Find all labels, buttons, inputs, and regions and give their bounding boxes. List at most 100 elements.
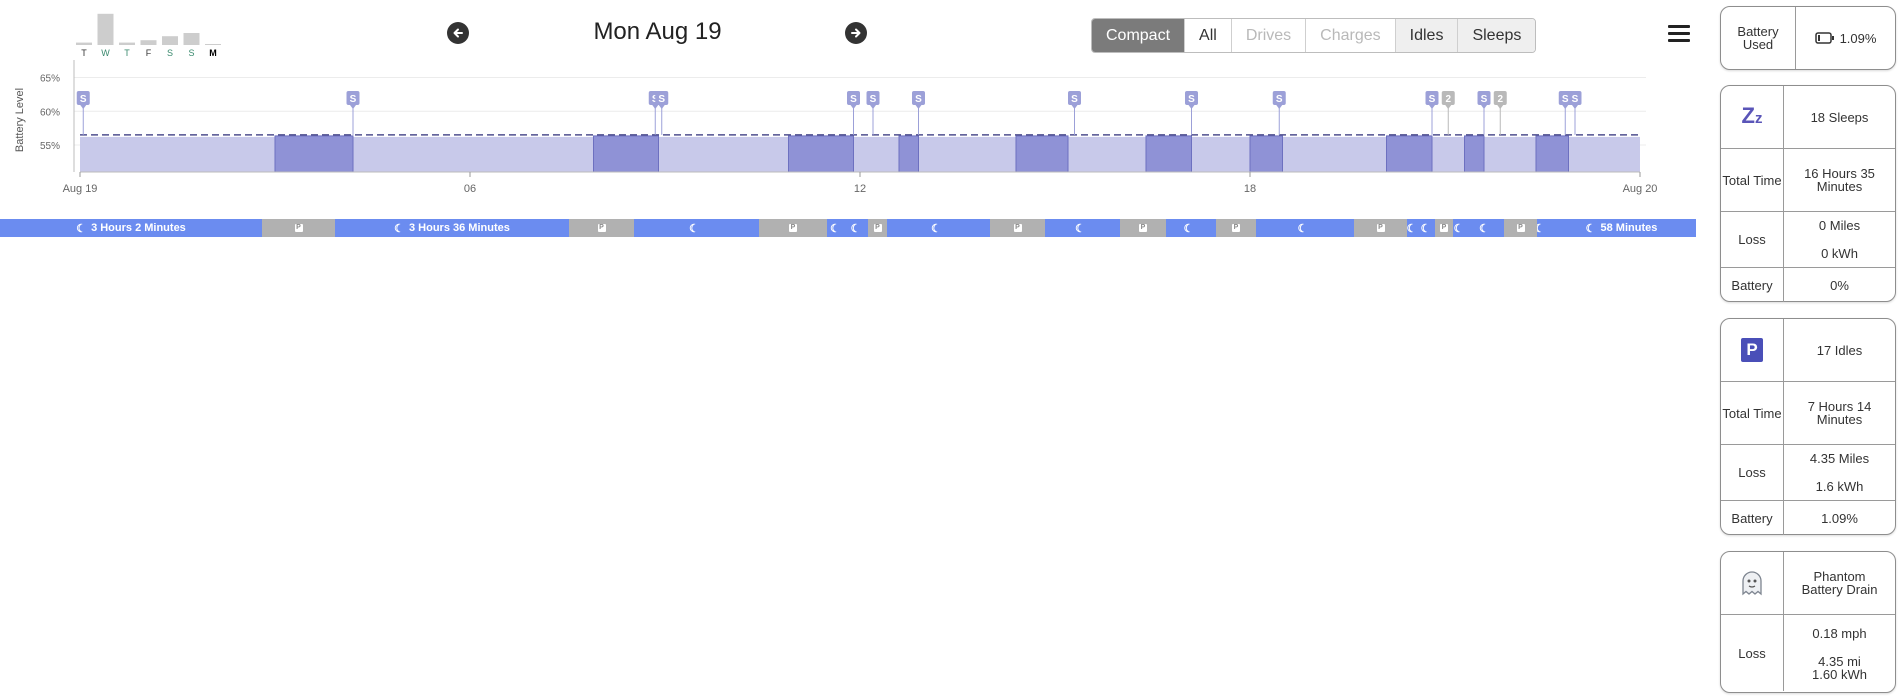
idle-segment[interactable]: P [1435, 219, 1453, 237]
sleep-segment[interactable]: ☾ [887, 219, 990, 237]
battery-used-label: Battery Used [1721, 7, 1796, 69]
week-bar-6[interactable] [205, 44, 221, 45]
sleep-marker[interactable]: S [1568, 91, 1582, 135]
week-bar-0[interactable] [76, 42, 92, 45]
idle-segment[interactable]: P [1504, 219, 1537, 237]
sleep-segment[interactable]: ☾ [827, 219, 848, 237]
moon-icon: ☾ [689, 222, 699, 235]
week-bar-1[interactable] [97, 13, 114, 46]
next-day-button[interactable] [845, 22, 867, 44]
sleep-duration-label: 58 Minutes [1600, 222, 1658, 234]
idle-segment[interactable]: P [1216, 219, 1256, 237]
sleep-period-highlight [1386, 135, 1433, 173]
parking-icon: P [1232, 224, 1240, 232]
parking-icon: P [873, 224, 882, 232]
sleep-marker[interactable]: S [1425, 91, 1439, 135]
idles-loss-miles: 4.35 Miles [1809, 451, 1870, 467]
sleep-marker[interactable]: S [1185, 91, 1198, 135]
parking-icon: P [294, 224, 303, 232]
idle-segment[interactable]: P [868, 219, 887, 237]
arrow-right-icon [851, 28, 861, 38]
parking-icon: P [1139, 224, 1147, 232]
svg-text:S: S [1276, 94, 1283, 105]
sleep-duration-label: 3 Hours 2 Minutes [91, 222, 186, 234]
battery-icon [1814, 32, 1834, 44]
sleep-segment[interactable]: ☾ [1421, 219, 1435, 237]
sleep-segment[interactable]: ☾ 3 Hours 36 Minutes [335, 219, 569, 237]
phantom-loss-label: Loss [1721, 615, 1784, 691]
idle-segment[interactable]: P [990, 219, 1045, 237]
idle-segment[interactable]: P [1354, 219, 1407, 237]
sleep-marker[interactable]: S [1477, 91, 1491, 135]
sleeps-total-time-label: Total Time [1721, 149, 1784, 211]
sleep-segment[interactable]: ☾ [1537, 219, 1547, 237]
week-bar-5[interactable] [183, 33, 200, 45]
filter-sleeps-button[interactable]: Sleeps [1458, 19, 1536, 52]
sleeps-total-time-value: 16 Hours 35 Minutes [1804, 166, 1875, 194]
week-day-label: M [209, 48, 217, 58]
sleep-marker[interactable]: S [847, 91, 860, 135]
svg-text:S: S [1188, 94, 1195, 105]
sleep-segment[interactable]: ☾ [1256, 219, 1354, 237]
sleep-marker[interactable]: S [912, 91, 925, 135]
parking-icon: P [789, 224, 797, 232]
previous-day-button[interactable] [447, 22, 469, 44]
sleep-period-highlight [1249, 135, 1283, 173]
sleep-marker[interactable]: S [866, 91, 880, 135]
filter-all-button[interactable]: All [1185, 19, 1232, 52]
sleep-segment[interactable]: ☾ [634, 219, 759, 237]
y-tick-label: 65% [40, 74, 60, 85]
battery-used-value-wrap: 1.09% [1796, 7, 1895, 69]
idles-battery-value: 1.09% [1821, 510, 1858, 526]
sleeps-battery-label: Battery [1721, 268, 1784, 302]
week-bar-3[interactable] [140, 40, 157, 45]
week-day-label: F [146, 48, 152, 58]
sleep-segment[interactable]: ☾ 58 Minutes [1547, 219, 1696, 237]
filter-idles-button[interactable]: Idles [1395, 19, 1459, 52]
sleep-segment[interactable]: ☾ [1469, 219, 1504, 237]
week-bar-2[interactable] [119, 42, 135, 45]
parking-icon: P [597, 224, 606, 232]
sleep-segment[interactable]: ☾ [1166, 219, 1216, 237]
sleep-segment[interactable]: ☾ [1045, 219, 1120, 237]
sleep-marker[interactable]: S [1068, 91, 1081, 135]
filter-drives-button[interactable]: Drives [1232, 19, 1307, 52]
sleep-period-highlight [593, 135, 659, 173]
idle-segment[interactable]: P [759, 219, 827, 237]
filter-compact-button[interactable]: Compact [1092, 19, 1186, 52]
y-axis-label: Battery Level [14, 88, 26, 152]
moon-icon: ☾ [931, 222, 941, 235]
svg-text:S: S [350, 94, 357, 105]
sleep-segment[interactable]: ☾ [1407, 219, 1421, 237]
svg-text:S: S [915, 94, 922, 105]
sleep-marker[interactable]: S [346, 91, 360, 135]
x-tick-label: Aug 19 [63, 183, 98, 195]
phantom-distance: 4.35 mi [1818, 654, 1861, 669]
battery-used-card: Battery Used 1.09% [1720, 6, 1896, 70]
phantom-drain-card: Phantom Battery Drain Loss 0.18 mph 4.35… [1720, 551, 1896, 693]
idle-count-marker[interactable]: 2 [1441, 91, 1455, 135]
filter-charges-button[interactable]: Charges [1306, 19, 1396, 52]
sleep-segment[interactable]: ☾ [848, 219, 868, 237]
svg-text:S: S [870, 94, 877, 105]
idle-count-marker[interactable]: 2 [1493, 91, 1507, 135]
sleep-period-highlight [1464, 135, 1485, 173]
moon-icon: ☾ [1479, 222, 1489, 235]
idles-loss-kwh: 1.6 kWh [1815, 478, 1864, 494]
sleep-marker[interactable]: S [1272, 91, 1286, 135]
sleep-segment[interactable]: ☾ [1453, 219, 1469, 237]
svg-text:2: 2 [1445, 94, 1451, 105]
idle-segment[interactable]: P [569, 219, 634, 237]
idle-segment[interactable]: P [262, 219, 335, 237]
sleep-marker[interactable]: S [76, 91, 90, 135]
sleep-segment[interactable]: ☾ 3 Hours 2 Minutes [0, 219, 262, 237]
hamburger-menu-icon[interactable] [1668, 25, 1690, 43]
parking-icon: P [1516, 224, 1525, 232]
moon-icon: ☾ [1537, 222, 1545, 235]
x-tick-label: Aug 20 [1623, 183, 1658, 195]
week-bar-4[interactable] [162, 36, 178, 45]
sleep-marker[interactable]: S [655, 91, 669, 135]
idle-segment[interactable]: P [1120, 219, 1166, 237]
